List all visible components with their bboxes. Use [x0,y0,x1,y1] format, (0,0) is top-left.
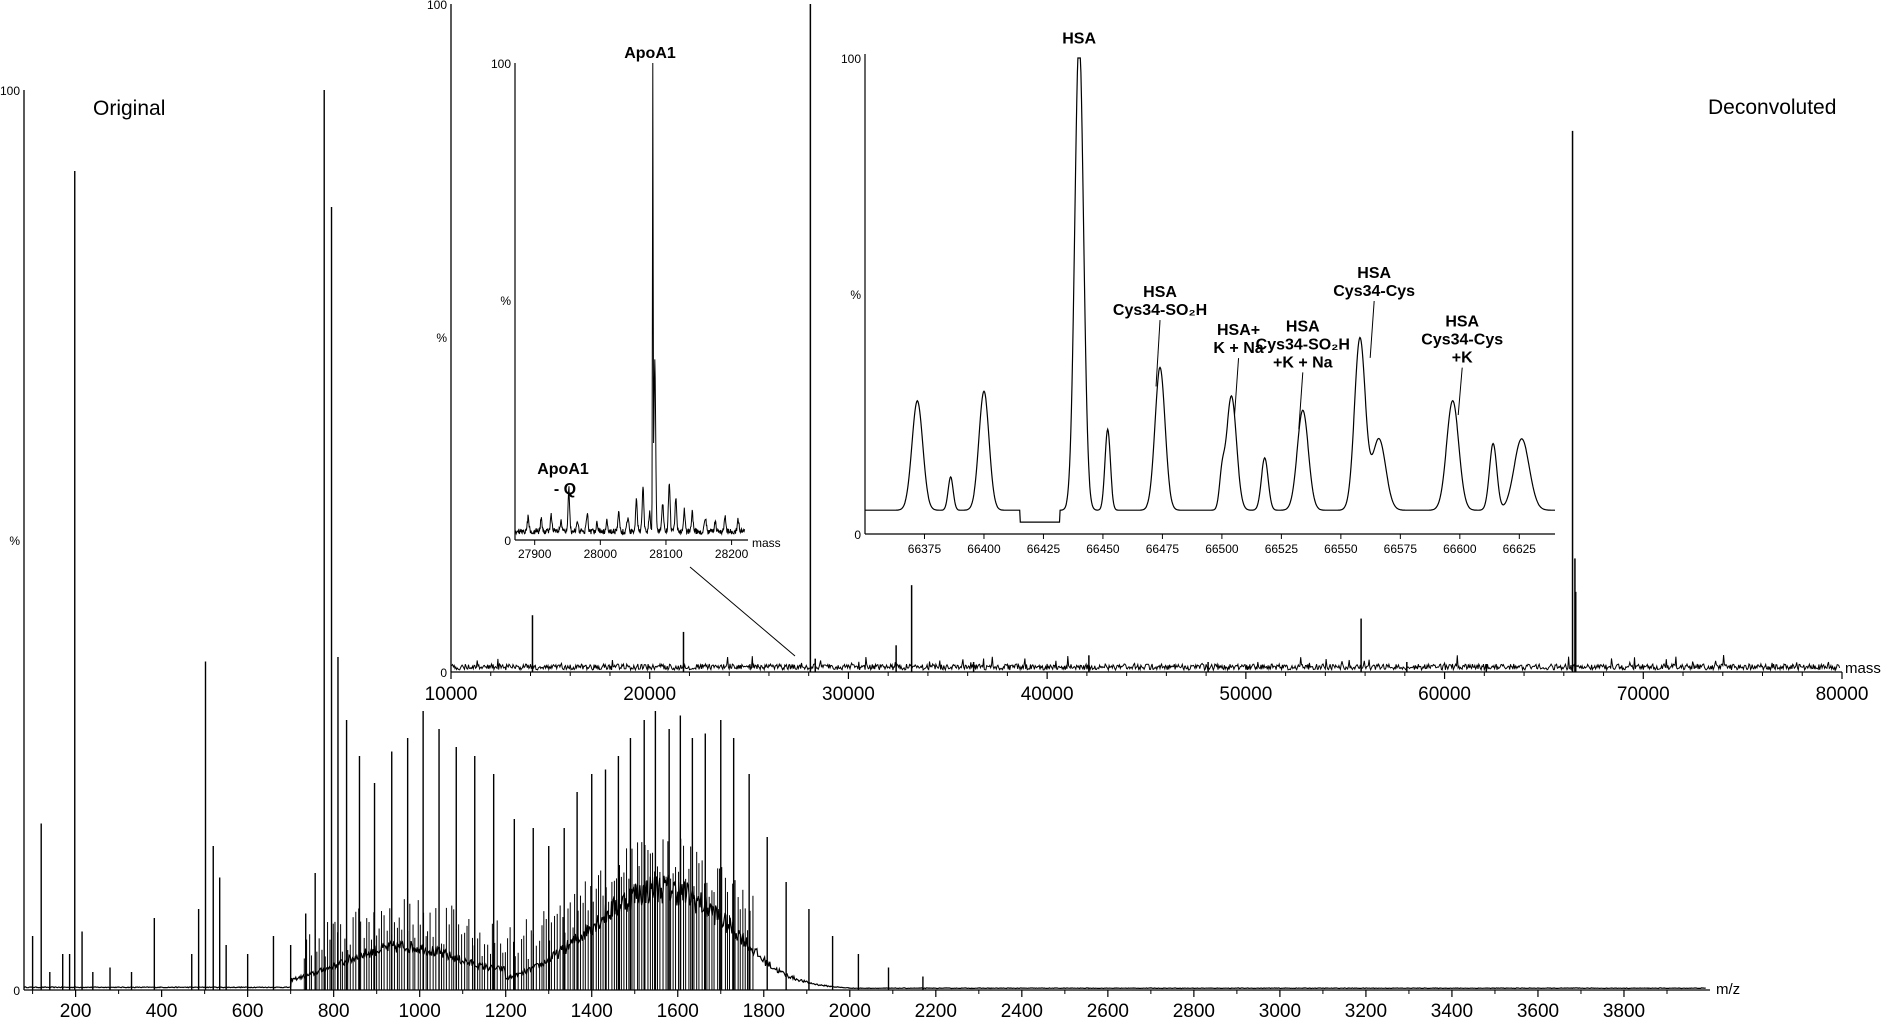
hsa-inset-x-tick-label: 66550 [1324,542,1358,556]
deconvoluted-panel-label: Deconvoluted [1708,96,1836,119]
original-x-tick-label: 1800 [743,1001,785,1017]
hsa-annotation-leader [1457,367,1463,416]
deconvoluted-spectrum: 100 0 % Deconvoluted mass 10000 20000 3000… [425,0,1881,705]
hsa-annotation-label: Cys34-SO₂H [1113,302,1207,319]
deconvoluted-x-unit-label: mass [1845,660,1881,677]
original-y-zero-label: 0 [13,984,20,998]
original-baseline-envelope [23,875,1706,990]
apoa1-minus-q-annotation-line2: - Q [554,481,576,498]
apoa1-minus-q-annotation-line1: ApoA1 [537,461,589,478]
original-x-tick-label: 600 [232,1001,264,1017]
apoa1-inset-y-unit-label: % [500,294,511,308]
hsa-inset-x-tick-label: 66575 [1384,542,1418,556]
hsa-annotation-label: HSA+ [1217,322,1260,339]
original-panel-label: Original [93,97,165,120]
hsa-annotation-label: HSA [1286,318,1320,335]
original-x-tick-label: 400 [146,1001,178,1017]
deconvoluted-x-tick-label: 80000 [1816,684,1869,705]
apoa1-inset-x-tick-label: 28000 [584,547,618,561]
original-x-tick-label: 3400 [1431,1001,1473,1017]
apoa1-inset: 100 0 % mass 27900 28000 28100 28200 ApoA1 … [491,45,781,561]
hsa-inset-x-tick-label: 66475 [1146,542,1180,556]
original-x-tick-label: 800 [318,1001,350,1017]
hsa-inset-x-tick-label: 66450 [1086,542,1120,556]
hsa-annotation-leader [1155,320,1161,387]
hsa-inset-trace [865,57,1555,523]
hsa-inset: 100 0 % 66375 66400 66425 66450 66475 66500 66… [841,31,1555,556]
original-x-tick-label: 2600 [1087,1001,1129,1017]
hsa-inset-x-tick-label: 66625 [1503,542,1537,556]
hsa-inset-x-tick-label: 66425 [1027,542,1061,556]
original-x-tick-label: 2200 [915,1001,957,1017]
apoa1-inset-x-tick-label: 27900 [518,547,552,561]
apoa1-annotation: ApoA1 [624,45,676,62]
hsa-annotation-label: HSA [1143,284,1177,301]
deconvoluted-x-tick-label: 60000 [1418,684,1471,705]
apoa1-inset-x-tick-label: 28100 [649,547,683,561]
deconvoluted-panel-background [450,0,1855,700]
hsa-inset-y-zero-label: 0 [854,528,861,542]
deconvoluted-x-tick-label: 70000 [1617,684,1670,705]
original-y-unit-label: % [9,534,20,548]
apoa1-inset-y-zero-label: 0 [504,534,511,548]
original-x-tick-label: 2000 [829,1001,871,1017]
deconvoluted-noise-trace [450,654,1841,672]
hsa-inset-y-unit-label: % [850,288,861,302]
hsa-annotation-label: HSA [1357,265,1391,282]
hsa-annotation-label: HSA [1062,31,1096,48]
apoa1-zoom-connector [689,566,796,657]
original-x-unit-label: m/z [1716,981,1740,998]
deconvoluted-x-tick-label: 40000 [1021,684,1074,705]
deconvoluted-x-tick-label: 30000 [822,684,875,705]
hsa-inset-y-top-label: 100 [841,52,861,66]
hsa-annotation-leader [1234,358,1240,416]
hsa-annotation-leader [1369,300,1375,358]
original-x-tick-label: 1200 [485,1001,527,1017]
hsa-annotation-label: K + Na [1213,340,1263,357]
deconvoluted-y-unit-label: % [436,331,447,345]
deconvoluted-x-tick-label: 10000 [425,684,478,705]
hsa-annotation-label: +K + Na [1273,354,1333,371]
original-x-tick-label: 200 [60,1001,92,1017]
original-x-tick-label: 2400 [1001,1001,1043,1017]
original-x-tick-label: 1400 [571,1001,613,1017]
original-x-tick-label: 3600 [1517,1001,1559,1017]
apoa1-inset-y-top-label: 100 [491,57,511,71]
hsa-inset-x-tick-label: 66400 [967,542,1001,556]
hsa-inset-x-tick-label: 66600 [1443,542,1477,556]
hsa-annotation-label: +K [1452,350,1473,367]
deconvoluted-x-tick-label: 20000 [623,684,676,705]
apoa1-inset-x-unit-label: mass [752,536,781,550]
hsa-annotation-label: Cys34-SO₂H [1256,336,1350,353]
original-x-tick-label: 3000 [1259,1001,1301,1017]
hsa-annotation-leader [1298,372,1304,430]
hsa-annotation-label: Cys34-Cys [1421,332,1503,349]
original-x-tick-label: 3200 [1345,1001,1387,1017]
hsa-inset-x-tick-label: 66525 [1265,542,1299,556]
apoa1-inset-x-tick-label: 28200 [715,547,749,561]
original-y-top-label: 100 [0,84,20,98]
original-x-tick-label: 2800 [1173,1001,1215,1017]
hsa-annotation-label: HSA [1445,314,1479,331]
deconvoluted-y-top-label: 100 [427,0,447,12]
deconvoluted-y-zero-label: 0 [440,666,447,680]
hsa-annotation-label: Cys34-Cys [1333,283,1415,300]
original-x-tick-label: 1000 [399,1001,441,1017]
hsa-inset-x-tick-label: 66375 [908,542,942,556]
apoa1-inset-trace [514,62,746,536]
original-x-tick-label: 3800 [1603,1001,1645,1017]
deconvoluted-x-tick-label: 50000 [1219,684,1272,705]
hsa-inset-x-tick-label: 66500 [1205,542,1239,556]
original-x-tick-label: 1600 [657,1001,699,1017]
